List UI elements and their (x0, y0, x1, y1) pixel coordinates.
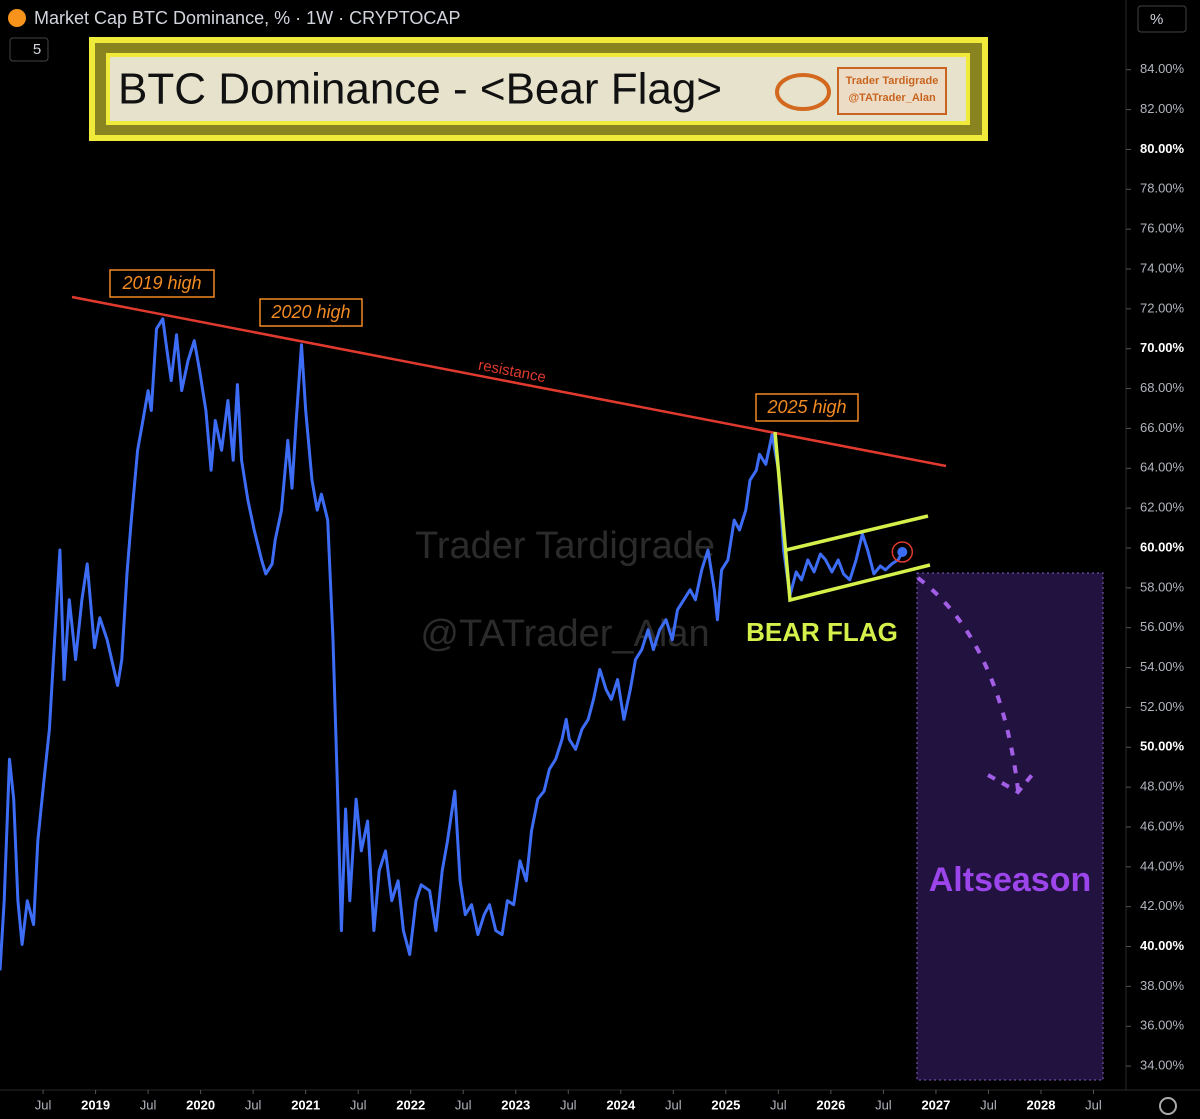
x-tick-label: 2020 (186, 1097, 215, 1112)
logo-icon (775, 73, 831, 111)
y-tick-label: 40.00% (1140, 938, 1185, 953)
x-tick-label: Jul (245, 1097, 262, 1112)
y-tick-label: 50.00% (1140, 739, 1185, 754)
y-tick-label: 70.00% (1140, 340, 1185, 355)
x-tick-label: Jul (35, 1097, 52, 1112)
annotation-box (755, 393, 859, 422)
x-tick-label: Jul (875, 1097, 892, 1112)
chart-title: BTC Dominance - <Bear Flag> (118, 65, 722, 114)
logo-text: Trader Tardigrade (846, 75, 939, 87)
x-tick-label: 2028 (1027, 1097, 1056, 1112)
x-tick-label: Jul (560, 1097, 577, 1112)
flag-line (773, 431, 931, 603)
y-tick-label: 68.00% (1140, 380, 1185, 395)
x-tick-label: 2022 (396, 1097, 425, 1112)
logo-text: @TATrader_Alan (848, 92, 936, 104)
y-tick-label: 80.00% (1140, 141, 1185, 156)
y-tick-label: 44.00% (1140, 858, 1185, 873)
x-tick-label: Jul (770, 1097, 787, 1112)
y-tick-label: 84.00% (1140, 61, 1185, 76)
y-tick-label: 72.00% (1140, 300, 1185, 315)
logo-box (837, 67, 947, 115)
x-tick-label: 2023 (501, 1097, 530, 1112)
x-tick-label: 2019 (81, 1097, 110, 1112)
annotation: 2025 high (766, 397, 846, 417)
arrow-head (987, 768, 1038, 795)
y-tick-label: 42.00% (1140, 898, 1185, 913)
y-tick-label: 34.00% (1140, 1058, 1185, 1073)
y-tick-label: 66.00% (1140, 420, 1185, 435)
x-tick-label: 2024 (606, 1097, 636, 1112)
annotation: 2019 high (121, 273, 201, 293)
arrow (916, 576, 1020, 791)
title-box (106, 53, 970, 125)
last-point (897, 546, 908, 557)
resistance-line (71, 295, 947, 468)
y-tick-label: 76.00% (1140, 221, 1185, 236)
unit-box[interactable] (1137, 5, 1187, 33)
y-tick-label: 82.00% (1140, 101, 1185, 116)
x-tick-label: 2021 (291, 1097, 320, 1112)
x-tick-label: Jul (455, 1097, 472, 1112)
x-tick-label: 2025 (711, 1097, 740, 1112)
watermark: @TATrader_Alan (420, 613, 709, 655)
watermark: Trader Tardigrade (415, 525, 715, 567)
y-tick-label: 78.00% (1140, 181, 1185, 196)
series-line (0, 317, 904, 971)
y-tick-label: 36.00% (1140, 1018, 1185, 1033)
annotation-box (259, 298, 363, 327)
badge-box[interactable] (9, 37, 49, 62)
x-tick-label: Jul (665, 1097, 682, 1112)
x-tick-label: 2026 (816, 1097, 845, 1112)
y-tick-label: 64.00% (1140, 460, 1185, 475)
settings-icon[interactable] (1159, 1097, 1177, 1115)
y-tick-label: 48.00% (1140, 779, 1185, 794)
y-tick-label: 52.00% (1140, 699, 1185, 714)
x-tick-label: 2027 (921, 1097, 950, 1112)
y-tick-label: 46.00% (1140, 818, 1185, 833)
x-tick-label: Jul (1085, 1097, 1102, 1112)
y-tick-label: 38.00% (1140, 978, 1185, 993)
y-tick-label: 60.00% (1140, 539, 1185, 554)
btc-icon (8, 9, 26, 27)
y-tick-label: 56.00% (1140, 619, 1185, 634)
annotation: 2020 high (270, 302, 350, 322)
y-tick-label: 58.00% (1140, 579, 1185, 594)
annotation-box (109, 269, 215, 298)
x-tick-label: Jul (140, 1097, 157, 1112)
target-zone (916, 572, 1104, 1081)
target-label: Altseason (929, 861, 1092, 899)
series-layer (0, 317, 904, 971)
badge[interactable]: 5 (33, 41, 41, 58)
pattern-label: BEAR FLAG (746, 617, 898, 647)
last-point-ring (891, 541, 914, 563)
x-tick-label: Jul (980, 1097, 997, 1112)
unit-label[interactable]: % (1150, 11, 1163, 28)
x-tick-label: Jul (350, 1097, 367, 1112)
flag-line (785, 514, 929, 552)
y-tick-label: 74.00% (1140, 260, 1185, 275)
y-tick-label: 54.00% (1140, 659, 1185, 674)
symbol-title: Market Cap BTC Dominance, % · 1W · CRYPT… (34, 8, 460, 28)
y-tick-label: 62.00% (1140, 500, 1185, 515)
